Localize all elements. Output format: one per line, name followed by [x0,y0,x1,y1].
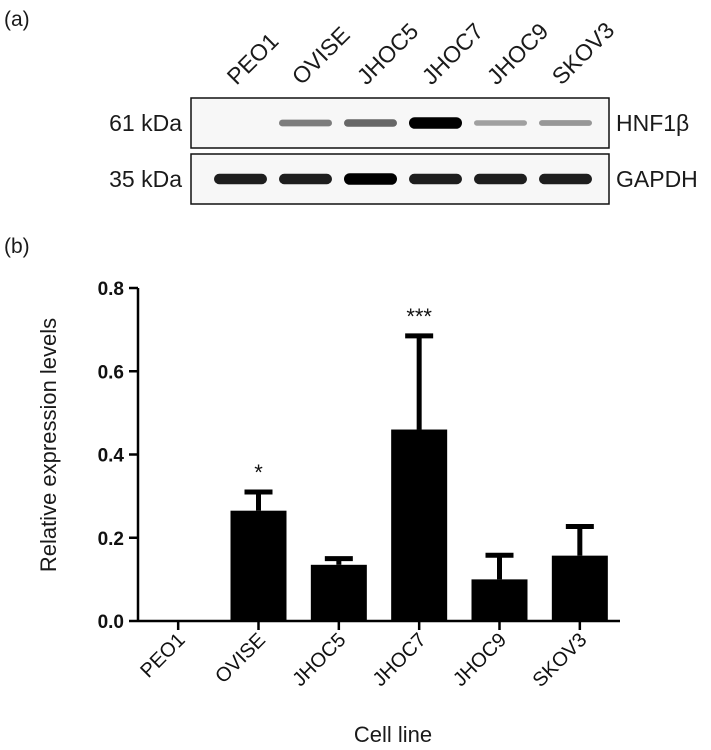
x-axis-title: Cell line [354,722,432,747]
bar [230,510,287,621]
blot-lane-label: SKOV3 [547,17,620,90]
protein-label: GAPDH [616,166,698,192]
x-tick-label: JHOC7 [369,629,431,691]
x-tick-label: JHOC9 [449,629,511,691]
blot-band [539,120,592,126]
x-tick-label: JHOC5 [288,629,350,691]
y-tick-label: 0.4 [98,446,125,467]
blot-band [474,173,527,185]
blot-lane-label: JHOC9 [482,18,554,90]
bar [391,429,448,621]
blot-band [474,120,527,126]
blot-lane-label: JHOC7 [417,18,489,90]
panel-a-label: (a) [4,8,30,31]
x-tick-label: PEO1 [136,629,189,682]
blot-band [539,173,592,185]
panel-b-label: (b) [4,235,30,258]
blot-band [409,117,462,129]
western-blot: 61 kDa HNF1β 35 kDa GAPDH [109,97,698,205]
blot-band [214,173,267,185]
y-tick-label: 0.0 [98,612,124,633]
molecular-weight-marker: 61 kDa [109,110,182,136]
significance-label: *** [406,304,432,329]
blot-lane-label: PEO1 [222,28,284,90]
y-axis-title: Relative expression levels [36,318,61,572]
blot-band [279,173,332,185]
bar [471,579,528,621]
y-tick-label: 0.6 [98,362,124,383]
y-tick-label: 0.2 [98,529,124,550]
x-tick-label: SKOV3 [529,629,592,692]
molecular-weight-marker: 35 kDa [109,166,182,192]
y-tick-label: 0.8 [98,279,124,300]
blot-lane-label: JHOC5 [352,18,424,90]
bar-chart: 0.0 0.2 0.4 0.6 0.8 PEO1 * OVISE JHOC5 *** JHOC7 JH… [98,279,620,692]
protein-label: HNF1β [616,110,689,136]
blot-lane-label: OVISE [287,21,355,89]
blot-band [344,119,397,127]
blot-band [279,119,332,127]
bar [310,564,367,621]
significance-label: * [254,460,263,485]
blot-frame [190,97,610,149]
blot-band [344,173,397,185]
bar [551,555,608,621]
x-tick-label: OVISE [211,629,270,688]
blot-band [409,173,462,185]
